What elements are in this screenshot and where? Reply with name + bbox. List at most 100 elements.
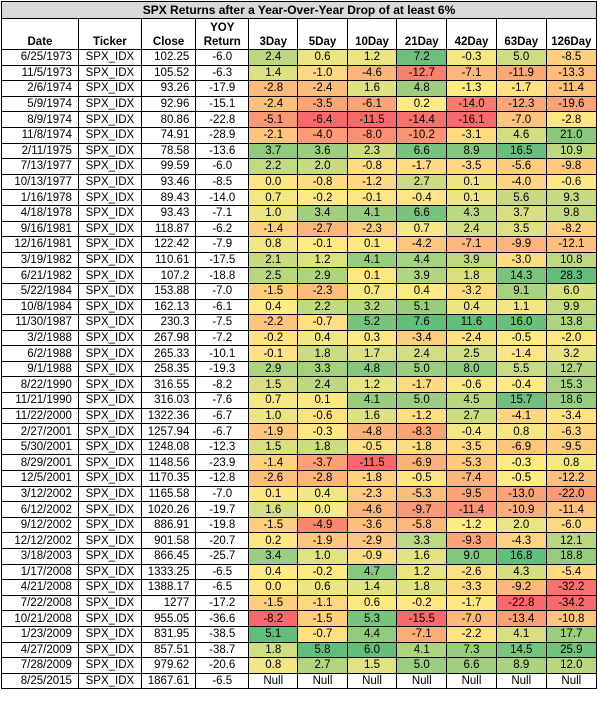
cell-5day: -3.7 xyxy=(297,454,348,472)
cell-ticker: SPX_IDX xyxy=(77,49,142,66)
cell-126day: 10.9 xyxy=(545,142,597,160)
column-header-42day: 42Day xyxy=(446,18,497,50)
spx-returns-table: SPX Returns after a Year-Over-Year Drop … xyxy=(1,1,597,690)
cell-close: 1165.58 xyxy=(140,485,197,503)
cell-date: 5/30/2001 xyxy=(1,438,79,456)
cell-yoy-return: -17.5 xyxy=(195,251,250,269)
cell-5day: -4.0 xyxy=(297,126,348,144)
cell-126day: 25.9 xyxy=(545,641,597,659)
table-row: 4/21/2008 SPX_IDX 1388.17 -6.5 0.0 0.6 1.4 1.8-… xyxy=(1,579,597,596)
cell-10day: 0.7 xyxy=(346,282,398,300)
cell-5day: 2.7 xyxy=(297,657,348,674)
cell-3day: 1.8 xyxy=(248,641,299,659)
cell-5day: 2.4 xyxy=(297,376,348,394)
cell-ticker: SPX_IDX xyxy=(77,563,142,581)
cell-close: 857.51 xyxy=(140,641,197,659)
table-row: 3/19/1982 SPX_IDX 110.61 -17.5 2.1 1.2 4.1 4.4 3… xyxy=(1,251,597,269)
cell-10day: -4.8 xyxy=(346,423,398,440)
cell-ticker: SPX_IDX xyxy=(77,672,142,690)
cell-21day: 0.7 xyxy=(396,220,448,238)
cell-126day: 17.7 xyxy=(545,625,597,643)
cell-ticker: SPX_IDX xyxy=(77,142,142,160)
cell-42day: 2.4 xyxy=(446,220,497,238)
cell-63day: 1.1 xyxy=(495,298,547,316)
cell-21day: 1.6 xyxy=(396,548,448,565)
cell-21day: 5.0 xyxy=(396,392,448,409)
cell-126day: -10.8 xyxy=(545,610,597,627)
cell-63day: -4.1 xyxy=(495,407,547,425)
table-row: 4/18/1978 SPX_IDX 93.43 -7.1 1.0 3.4 4.1 6.6 4.3… xyxy=(1,204,597,222)
cell-close: 230.3 xyxy=(140,314,197,331)
cell-5day: -1.0 xyxy=(297,64,348,82)
table-row: 6/25/1973 SPX_IDX 102.25 -6.0 2.4 0.6 1.2 7.2 -0… xyxy=(1,49,597,66)
cell-21day: 1.8 xyxy=(396,579,448,596)
cell-date: 9/12/2002 xyxy=(1,516,79,534)
cell-close: 118.87 xyxy=(140,220,197,238)
cell-42day: -3.5 xyxy=(446,158,497,175)
cell-yoy-return: -17.2 xyxy=(195,594,250,612)
cell-21day: -7.1 xyxy=(396,625,448,643)
cell-21day: 4.4 xyxy=(396,251,448,269)
cell-close: 831.95 xyxy=(140,625,197,643)
cell-126day: -11.4 xyxy=(545,80,597,97)
cell-10day: -4.6 xyxy=(346,64,398,82)
cell-ticker: SPX_IDX xyxy=(77,516,142,534)
cell-3day: 1.5 xyxy=(248,438,299,456)
cell-close: 886.91 xyxy=(140,516,197,534)
cell-21day: -1.7 xyxy=(396,158,448,175)
cell-42day: -11.4 xyxy=(446,501,497,518)
cell-42day: -7.1 xyxy=(446,64,497,82)
cell-close: 979.62 xyxy=(140,657,197,674)
cell-5day: 3.6 xyxy=(297,142,348,160)
cell-10day: 5.3 xyxy=(346,610,398,627)
cell-yoy-return: -19.3 xyxy=(195,360,250,378)
cell-126day: 18.6 xyxy=(545,392,597,409)
cell-close: 1388.17 xyxy=(140,579,197,596)
table-row: 9/16/1981 SPX_IDX 118.87 -6.2 -1.4 -2.7 -2.3 0.… xyxy=(1,220,597,238)
cell-yoy-return: -19.8 xyxy=(195,516,250,534)
column-header-126day: 126Day xyxy=(545,18,597,50)
cell-5day: -1.5 xyxy=(297,610,348,627)
table-row: 5/30/2001 SPX_IDX 1248.08 -12.3 1.5 1.8 -0.5 -1… xyxy=(1,438,597,456)
cell-10day: -1.2 xyxy=(346,173,398,191)
cell-3day: 2.5 xyxy=(248,267,299,284)
table-row: 10/13/1977 SPX_IDX 93.46 -8.5 0.0 -0.8 -1.2 2.7… xyxy=(1,173,597,191)
cell-ticker: SPX_IDX xyxy=(77,111,142,128)
cell-yoy-return: -6.2 xyxy=(195,220,250,238)
cell-21day: 3.9 xyxy=(396,267,448,284)
cell-21day: -3.4 xyxy=(396,329,448,347)
cell-42day: 1.8 xyxy=(446,267,497,284)
cell-21day: -0.4 xyxy=(396,189,448,206)
cell-3day: 0.7 xyxy=(248,189,299,206)
cell-42day: 11.6 xyxy=(446,314,497,331)
cell-42day: -2.6 xyxy=(446,563,497,581)
cell-42day: 3.9 xyxy=(446,251,497,269)
table-row: 3/12/2002 SPX_IDX 1165.58 -7.0 0.1 0.4 -2.3 -5.… xyxy=(1,485,597,503)
cell-42day: -1.2 xyxy=(446,516,497,534)
cell-21day: 1.2 xyxy=(396,563,448,581)
cell-21day: -14.4 xyxy=(396,111,448,128)
cell-close: 1867.61 xyxy=(140,672,197,690)
cell-63day: -13.0 xyxy=(495,485,547,503)
cell-126day: 18.8 xyxy=(545,548,597,565)
cell-date: 7/22/2008 xyxy=(1,594,79,612)
cell-126day: 9.8 xyxy=(545,204,597,222)
cell-yoy-return: -6.7 xyxy=(195,423,250,440)
table-row: 5/22/1984 SPX_IDX 153.88 -7.0 -1.5 -2.3 0.7 0.4… xyxy=(1,282,597,300)
cell-10day: -11.5 xyxy=(346,454,398,472)
cell-42day: 0.1 xyxy=(446,189,497,206)
cell-yoy-return: -38.5 xyxy=(195,625,250,643)
cell-date: 6/25/1973 xyxy=(1,49,79,66)
column-header-63day: 63Day xyxy=(495,18,547,50)
cell-63day: 2.0 xyxy=(495,516,547,534)
cell-42day: 7.3 xyxy=(446,641,497,659)
cell-5day: 1.8 xyxy=(297,438,348,456)
cell-10day: 0.6 xyxy=(346,594,398,612)
cell-5day: -1.9 xyxy=(297,532,348,549)
cell-close: 89.43 xyxy=(140,189,197,206)
cell-126day: 6.0 xyxy=(545,282,597,300)
cell-close: 955.05 xyxy=(140,610,197,627)
table-row: 11/5/1973 SPX_IDX 105.52 -6.3 1.4 -1.0 -4.6 -12… xyxy=(1,64,597,82)
cell-date: 11/30/1987 xyxy=(1,314,79,331)
table-row: 2/6/1974 SPX_IDX 93.26 -17.9 -2.8 -2.4 1.6 4.8-… xyxy=(1,80,597,97)
